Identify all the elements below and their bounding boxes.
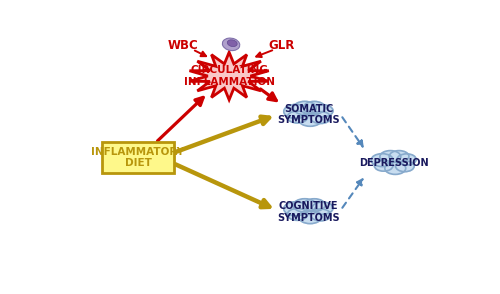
Circle shape: [389, 151, 409, 162]
Polygon shape: [190, 52, 269, 100]
Circle shape: [284, 104, 308, 118]
Ellipse shape: [228, 40, 237, 46]
Circle shape: [284, 202, 308, 216]
Circle shape: [288, 208, 308, 220]
Text: DEPRESSION: DEPRESSION: [359, 158, 428, 168]
Text: GLR: GLR: [268, 39, 294, 52]
Circle shape: [304, 101, 325, 114]
Circle shape: [304, 199, 325, 211]
Circle shape: [294, 101, 316, 115]
Circle shape: [312, 202, 333, 214]
Circle shape: [294, 199, 316, 212]
Text: SOMATIC
SYMPTOMS: SOMATIC SYMPTOMS: [277, 104, 340, 125]
Circle shape: [310, 209, 331, 221]
Circle shape: [298, 113, 322, 126]
Circle shape: [362, 145, 426, 182]
Circle shape: [396, 161, 414, 172]
Circle shape: [374, 160, 393, 171]
Circle shape: [274, 94, 344, 135]
Circle shape: [385, 162, 406, 174]
Text: INFLAMMATORY
DIET: INFLAMMATORY DIET: [92, 147, 184, 168]
Circle shape: [292, 203, 324, 221]
Circle shape: [298, 210, 322, 224]
Circle shape: [310, 112, 331, 123]
Ellipse shape: [222, 38, 240, 51]
Text: CIRCULATING
INFLAMMATION: CIRCULATING INFLAMMATION: [184, 65, 274, 87]
Circle shape: [371, 154, 393, 167]
Text: WBC: WBC: [167, 39, 198, 52]
Circle shape: [274, 191, 344, 232]
Text: COGNITIVE
SYMPTOMS: COGNITIVE SYMPTOMS: [277, 201, 340, 223]
Circle shape: [292, 105, 324, 124]
Circle shape: [378, 154, 410, 173]
Circle shape: [380, 151, 401, 163]
Circle shape: [397, 154, 416, 165]
Circle shape: [312, 105, 333, 117]
FancyBboxPatch shape: [102, 142, 174, 173]
Circle shape: [288, 111, 308, 123]
